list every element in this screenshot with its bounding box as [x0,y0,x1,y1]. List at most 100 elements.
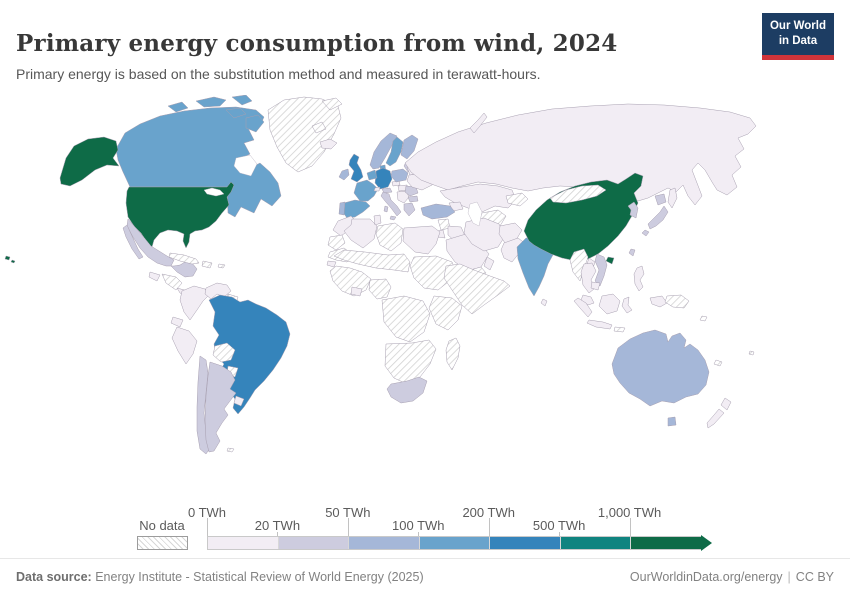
country-italy[interactable] [380,191,402,217]
country-western-sahara[interactable] [327,234,346,251]
country-austria[interactable] [381,187,393,194]
country-australia-tasmania[interactable] [667,416,677,427]
country-mexico-baja[interactable] [122,224,144,260]
country-portugal[interactable] [338,201,346,216]
country-sweden[interactable] [385,136,404,167]
country-papua-new-guinea[interactable] [664,294,690,309]
country-east-africa[interactable] [428,295,463,331]
country-taiwan[interactable] [628,248,636,257]
country-lesser-sunda[interactable] [613,326,626,333]
country-svalbard[interactable] [311,121,327,134]
country-bulgaria[interactable] [407,195,419,203]
country-algeria[interactable] [343,218,378,249]
footer-license-link[interactable]: CC BY [795,570,834,584]
country-argentina[interactable] [204,361,237,453]
country-indonesia-sumatra[interactable] [573,297,593,318]
country-japan-honshu[interactable] [647,205,669,230]
country-west-africa[interactable] [329,265,372,297]
country-colombia[interactable] [179,285,210,321]
country-peru[interactable] [171,326,198,365]
country-russia[interactable] [404,103,757,206]
country-puerto-rico[interactable] [217,263,226,269]
legend-segment[interactable] [630,537,702,549]
country-philippines[interactable] [633,265,645,292]
legend-segment[interactable] [277,537,349,549]
legend-segment[interactable] [208,537,278,549]
country-new-caledonia[interactable] [713,359,723,367]
country-guatemala[interactable] [148,271,161,282]
country-falkland-islands[interactable] [226,447,235,453]
legend-no-data-swatch[interactable] [137,536,188,550]
country-cuba[interactable] [168,252,200,265]
country-ecuador[interactable] [170,316,184,328]
country-nigeria-cameroon[interactable] [368,278,392,300]
country-mexico[interactable] [126,218,198,278]
country-russia-novaya-zemlya[interactable] [469,112,488,134]
country-usa[interactable] [125,181,235,249]
country-united-kingdom[interactable] [348,153,364,183]
country-usa-alaska[interactable] [59,136,120,187]
country-germany[interactable] [374,167,393,190]
country-libya[interactable] [375,222,404,252]
country-iceland[interactable] [319,138,338,150]
country-malaysia[interactable] [580,294,595,306]
country-sri-lanka[interactable] [540,298,548,307]
country-finland[interactable] [400,134,419,160]
country-france[interactable] [353,179,379,202]
country-canada-island[interactable] [195,96,227,108]
country-indonesia-borneo[interactable] [598,293,621,315]
country-canada-island[interactable] [245,114,265,133]
country-madagascar[interactable] [445,337,461,371]
country-korea[interactable] [627,201,639,219]
country-turkey[interactable] [420,203,456,220]
country-australia[interactable] [611,329,710,407]
footer-source-link[interactable]: Energy Institute - Statistical Review of… [95,570,424,584]
country-oman[interactable] [483,256,495,271]
country-usa-hawaii[interactable] [4,255,11,261]
country-poland[interactable] [390,168,409,183]
country-new-zealand-south[interactable] [706,408,725,429]
country-cambodia[interactable] [590,281,601,291]
country-china-hainan[interactable] [605,256,615,265]
country-russia-sakhalin[interactable] [667,187,678,209]
country-canada-island[interactable] [225,107,247,119]
country-uruguay[interactable] [233,395,245,407]
country-indonesia-java[interactable] [586,319,613,330]
country-honduras-nicaragua[interactable] [161,273,183,291]
country-southern-africa[interactable] [384,339,437,385]
country-senegal[interactable] [326,260,337,268]
country-indonesia-sulawesi[interactable] [621,296,633,314]
footer-credit-link[interactable]: OurWorldinData.org/energy [629,570,783,584]
country-canada-island[interactable] [231,95,253,106]
country-mongolia[interactable] [549,184,607,204]
country-kyrgyzstan-tajikistan[interactable] [505,192,529,207]
country-italy-sicily[interactable] [389,215,397,221]
country-switzerland[interactable] [373,186,381,192]
legend-segment[interactable] [489,537,560,549]
country-italy-sardinia[interactable] [383,205,389,213]
country-egypt[interactable] [402,225,441,255]
country-usa-hawaii[interactable] [10,259,16,264]
country-indonesia-papua[interactable] [649,295,668,308]
country-new-zealand-north[interactable] [720,397,732,411]
legend-segment[interactable] [559,537,631,549]
country-solomon-islands[interactable] [699,315,708,322]
country-svalbard[interactable] [321,97,343,111]
country-tunisia[interactable] [373,214,382,226]
country-horn-of-africa[interactable] [443,263,511,315]
owid-logo[interactable]: Our World in Data [761,13,834,60]
country-fiji[interactable] [748,350,755,356]
country-central-africa[interactable] [381,295,431,343]
country-canada-island[interactable] [167,101,189,113]
country-balkans[interactable] [396,190,410,204]
country-greece[interactable] [403,202,416,217]
country-spain[interactable] [341,199,371,219]
country-netherlands-belgium[interactable] [366,169,378,181]
country-sudan[interactable] [409,255,457,291]
country-sahel[interactable] [333,249,411,273]
country-japan-hokkaido[interactable] [654,193,667,206]
country-japan-kyushu[interactable] [641,229,650,237]
country-ghana-cote-divoire[interactable] [350,286,363,297]
country-vietnam[interactable] [594,253,608,287]
country-south-africa[interactable] [386,376,428,404]
